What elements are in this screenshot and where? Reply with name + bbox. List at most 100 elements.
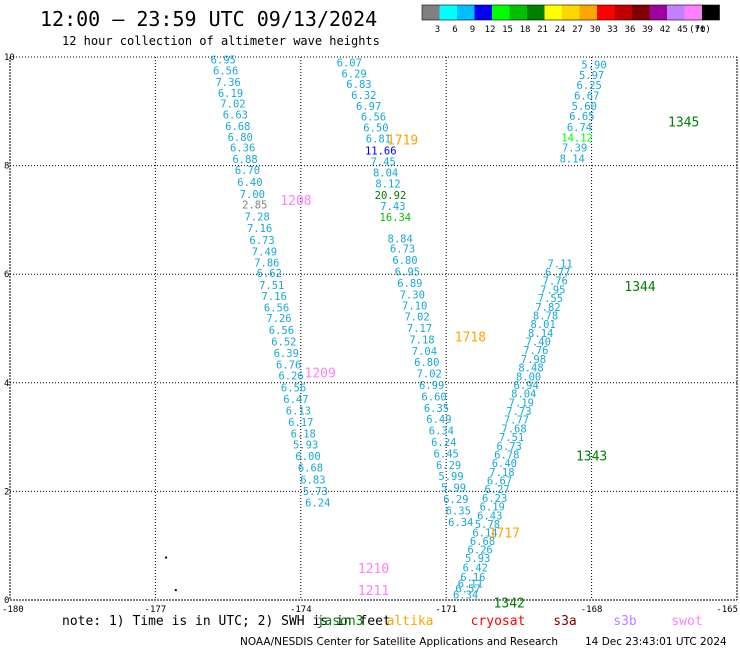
swh-value: 6.14 — [472, 528, 497, 540]
swh-value: 6.36 — [230, 143, 255, 155]
swh-value: 7.76 — [543, 276, 568, 288]
swh-value: 6.73 — [497, 441, 522, 453]
swh-value: 5.93 — [293, 440, 318, 452]
pass-time-label: 1345 — [668, 116, 699, 131]
swh-value: 6.16 — [460, 572, 485, 584]
colorbar-label: 6 — [452, 25, 457, 35]
swh-value: 8.04 — [511, 389, 536, 401]
swh-value: 16.34 — [380, 212, 412, 224]
swh-value: 7.02 — [404, 312, 429, 324]
swh-value: 7.30 — [400, 289, 425, 301]
colorbar-label: 18 — [520, 25, 531, 35]
swh-value: 7.73 — [506, 406, 531, 418]
swh-value: 6.43 — [477, 510, 502, 522]
swh-value: 6.11 — [458, 579, 483, 591]
swh-value: 6.47 — [283, 394, 308, 406]
pass-time-label: 1342 — [494, 597, 525, 612]
colorbar-swatch — [509, 5, 527, 20]
stray-mark — [174, 589, 177, 592]
swh-value: 6.29 — [436, 460, 461, 472]
swh-value: 6.76 — [276, 359, 301, 371]
satellite-legend: jason3 altika cryosat s3a s3b swot — [317, 614, 703, 629]
swh-value: 5.78 — [475, 519, 500, 531]
swh-value: 6.17 — [288, 417, 313, 429]
colorbar-swatch — [527, 5, 545, 20]
x-tick-label: -168 — [581, 605, 603, 615]
swh-value: 8.84 — [388, 233, 413, 245]
swh-value: 7.86 — [254, 257, 279, 269]
swh-value: 6.56 — [361, 112, 386, 124]
y-tick-label: 0 — [4, 596, 9, 606]
swh-value: 6.45 — [434, 448, 459, 460]
swh-value: 14.12 — [561, 132, 593, 144]
x-tick-label: -165 — [716, 605, 738, 615]
pass-time-labels: 1208 1209 1210 1211 1719 1718 1717 1342 1343 1344… — [280, 116, 699, 612]
colorbar-swatch — [492, 5, 510, 20]
swh-value: 7.00 — [240, 189, 265, 201]
pass-time-label: 1718 — [455, 331, 486, 346]
swh-value: 7.28 — [245, 212, 270, 224]
colorbar-swatch — [579, 5, 597, 20]
footer-note: note: 1) Time is in UTC; 2) SWH is in fe… — [62, 614, 391, 629]
y-axis-ticks: 0 2 4 6 8 10 — [4, 53, 15, 606]
swh-value: 8.14 — [560, 154, 585, 166]
swh-value: 6.63 — [223, 110, 248, 122]
swh-value: 6.70 — [235, 165, 260, 177]
swh-value: 6.62 — [257, 268, 282, 280]
swh-value: 7.51 — [499, 432, 524, 444]
swh-value: 6.80 — [228, 132, 253, 144]
colorbar-label: 9 — [470, 25, 475, 35]
swh-value: 5.60 — [572, 101, 597, 113]
swh-value: 6.97 — [356, 101, 381, 113]
colorbar-label: 45 — [677, 25, 688, 35]
pass-time-label: 1344 — [624, 280, 655, 295]
swh-value: 7.10 — [402, 301, 427, 313]
swh-value: 7.98 — [521, 354, 546, 366]
swh-value: 8.04 — [373, 168, 398, 180]
colorbar-frame — [421, 4, 720, 21]
swh-value: 6.56 — [213, 66, 238, 78]
swh-value: 7.18 — [409, 334, 434, 346]
pass-time-label: 1208 — [280, 194, 311, 209]
swh-value: 6.77 — [545, 267, 570, 279]
swh-value: 6.99 — [419, 380, 444, 392]
satellite-legend-item: s3a — [553, 614, 576, 629]
swh-value: 6.80 — [392, 255, 417, 267]
satellite-legend-item: jason3 — [317, 614, 364, 629]
swh-value: 7.55 — [538, 293, 563, 305]
swh-value: 7.76 — [523, 345, 548, 357]
swh-value: 6.56 — [264, 302, 289, 314]
swh-value: 5.99 — [441, 483, 466, 495]
swh-points: 6.956.567.366.197.026.636.686.806.366.88… — [165, 55, 607, 602]
colorbar-label: 70 — [695, 25, 706, 35]
colorbar-swatch — [649, 5, 667, 20]
colorbar-label: 24 — [555, 25, 566, 35]
colorbar-label: 33 — [607, 25, 618, 35]
colorbar-swatch — [544, 5, 562, 20]
swh-value: 6.26 — [278, 371, 303, 383]
satellite-legend-item: altika — [387, 614, 434, 629]
swh-value: 6.67 — [574, 91, 599, 103]
swh-value: 6.57 — [455, 584, 480, 596]
pass-time-label: 1343 — [576, 450, 607, 465]
swh-value: 6.40 — [237, 177, 262, 189]
swh-value: 6.29 — [443, 494, 468, 506]
swh-value: 8.12 — [375, 179, 400, 191]
x-axis-ticks: -180 -177 -174 -171 -168 -165 — [2, 605, 738, 615]
swh-value: 20.92 — [375, 190, 407, 202]
swh-value: 6.94 — [514, 380, 539, 392]
colorbar-label: 21 — [537, 25, 548, 35]
colorbar-label: 27 — [572, 25, 583, 35]
swh-value: 5.73 — [303, 486, 328, 498]
swh-value: 6.32 — [351, 90, 376, 102]
pass-time-label: 1211 — [358, 584, 389, 599]
pass-time-label: 1209 — [305, 366, 336, 381]
swh-value: 6.24 — [305, 497, 330, 509]
swh-value: 5.93 — [465, 553, 490, 565]
chart-title: 12:00 – 23:59 UTC 09/13/2024 — [40, 7, 377, 31]
swh-value: 6.34 — [448, 517, 473, 529]
swh-value: 7.16 — [261, 291, 286, 303]
swh-value: 6.27 — [484, 484, 509, 496]
pass-time-label: 1719 — [387, 134, 418, 149]
